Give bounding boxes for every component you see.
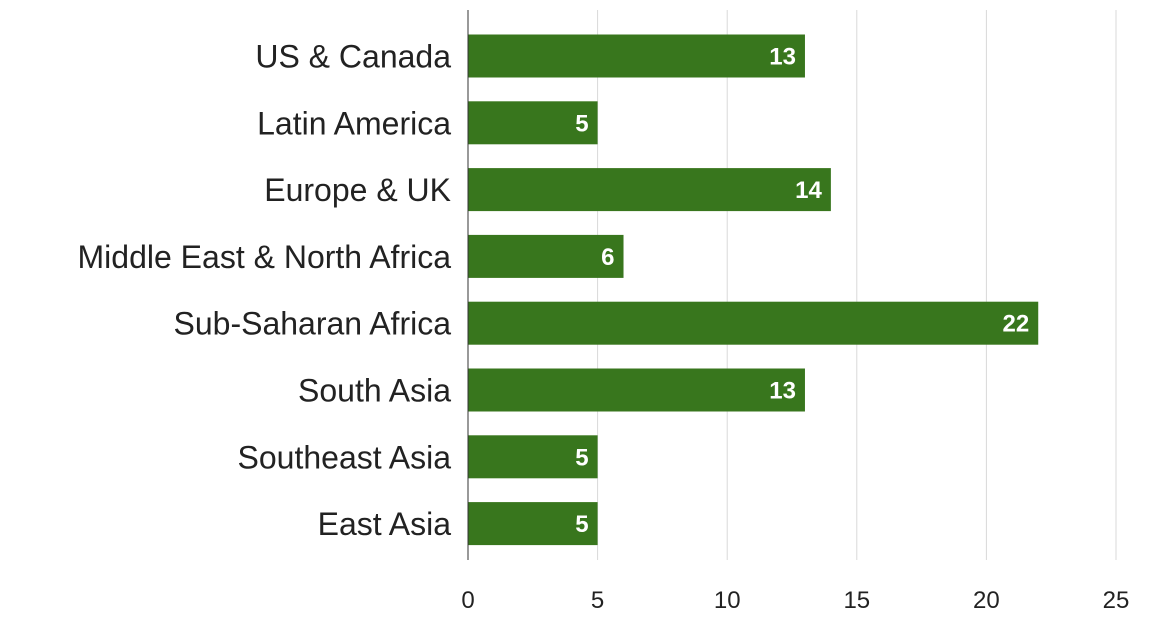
x-tick-label: 10 [714,587,741,614]
bar [468,34,805,78]
bar-value-label: 14 [795,177,822,204]
x-tick-label: 25 [1103,587,1130,614]
bar-value-label: 13 [769,378,796,405]
x-tick-label: 0 [461,587,474,614]
category-label: Sub-Saharan Africa [174,306,452,342]
category-label: US & Canada [255,39,451,75]
bar-value-label: 13 [769,44,796,71]
bar [468,502,598,546]
bar-value-label: 6 [601,244,614,271]
category-label: Europe & UK [264,172,451,208]
bar-value-label: 5 [575,110,588,137]
bar [468,101,598,145]
gridlines [597,10,1117,560]
bar-value-label: 22 [1003,311,1030,338]
bar [468,168,831,212]
bars: 13 5 14 6 22 13 5 5 [468,34,1039,546]
bar [468,368,805,412]
bar [468,435,598,479]
x-tick-label: 15 [843,587,870,614]
bar-value-label: 5 [575,444,588,471]
category-label: South Asia [298,373,451,409]
bar [468,301,1039,345]
category-labels: US & Canada Latin America Europe & UK Middl… [78,39,452,543]
x-tick-labels: 0 5 10 15 20 25 [461,587,1129,614]
category-label: Latin America [257,105,451,141]
bar-value-label: 5 [575,511,588,538]
category-label: East Asia [318,506,452,542]
x-tick-label: 20 [973,587,1000,614]
x-tick-label: 5 [591,587,604,614]
bar [468,234,624,278]
category-label: Middle East & North Africa [78,239,452,275]
category-label: Southeast Asia [238,439,452,475]
